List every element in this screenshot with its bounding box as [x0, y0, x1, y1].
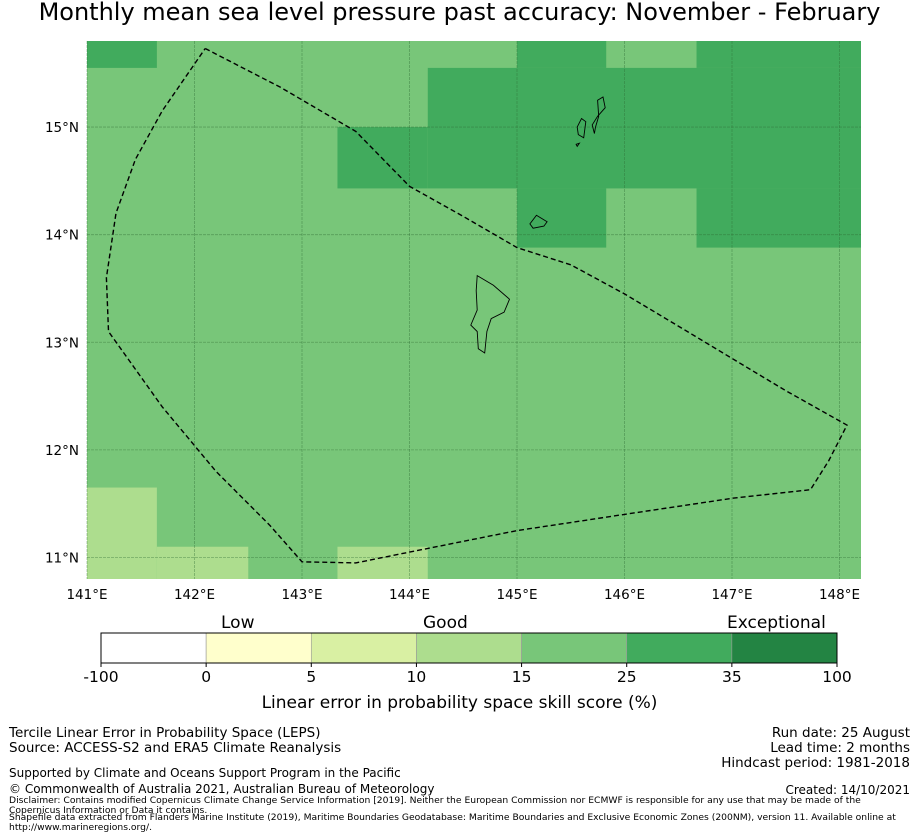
footer-hindcast-period: Hindcast period: 1981-2018 [721, 755, 910, 771]
lon-tick-label: 144°E [389, 587, 430, 603]
island-outline [591, 96, 606, 134]
category-label-exceptional: Exceptional [727, 613, 826, 633]
skill-cell [696, 41, 861, 68]
lon-tick-label: 145°E [496, 587, 537, 603]
footer-run-date: Run date: 25 August [771, 725, 910, 741]
colorbar-tick-label: 35 [722, 668, 742, 686]
colorbar-tick-label: 10 [407, 668, 427, 686]
lon-tick-label: 148°E [819, 587, 860, 603]
colorbar-tick-label: 100 [822, 668, 852, 686]
lat-tick-label: 14°N [45, 228, 79, 244]
footer-disclaimer-2: Copernicus Information or Data it contai… [9, 805, 208, 816]
footer-disclaimer-3: Shapefile data extracted from Flanders M… [9, 812, 896, 823]
island-outlines [470, 96, 606, 354]
footer-method: Tercile Linear Error in Probability Spac… [9, 725, 321, 741]
lon-tick-label: 146°E [604, 587, 645, 603]
footer-disclaimer-1: Disclaimer: Contains modified Copernicus… [9, 795, 861, 806]
footer-lead-time: Lead time: 2 months [770, 740, 910, 756]
skill-cells [87, 41, 861, 579]
colorbar-tick-label: 0 [201, 668, 211, 686]
eez-boundary [105, 47, 848, 564]
map-gridlines [86, 41, 861, 579]
skill-cell [337, 127, 428, 189]
colorbar-swatch [205, 632, 312, 664]
lat-tick-label: 12°N [45, 443, 79, 459]
skill-cell [156, 546, 249, 579]
lat-tick-label: 11°N [45, 550, 79, 566]
axis-tick-labels: 141°E 142°E 143°E 144°E 145°E 146°E 147°E 148°E… [45, 120, 860, 603]
category-label-low: Low [221, 613, 255, 633]
footer-disclaimer-4: http://www.marineregions.org/. [9, 822, 152, 833]
category-label-good: Good [423, 613, 468, 633]
skill-cell [427, 67, 861, 189]
lat-tick-label: 13°N [45, 335, 79, 351]
chart-title: Monthly mean sea level pressure past acc… [38, 0, 881, 26]
skill-cell [517, 188, 607, 248]
colorbar-tick-label: -100 [83, 668, 118, 686]
lon-tick-label: 147°E [711, 587, 752, 603]
lon-tick-label: 141°E [66, 587, 107, 603]
lon-tick-label: 142°E [174, 587, 215, 603]
island-outline [575, 142, 581, 148]
colorbar-frame [100, 632, 838, 664]
colorbar-tick-label: 25 [617, 668, 637, 686]
footer-copyright: © Commonwealth of Australia 2021, Austra… [9, 782, 435, 796]
skill-map: 141°E 142°E 143°E 144°E 145°E 146°E 147°E 148°E… [45, 41, 861, 686]
colorbar-swatch [731, 632, 838, 664]
island-outline [576, 117, 587, 139]
footer-created: Created: 14/10/2021 [785, 783, 910, 797]
colorbar-swatch [416, 632, 522, 664]
colorbar: -100 0 5 10 15 25 35 100 [83, 632, 852, 686]
colorbar-swatch [310, 632, 417, 664]
colorbar-tick-label: 5 [306, 668, 316, 686]
lon-tick-label: 143°E [281, 587, 322, 603]
footer-supported: Supported by Climate and Oceans Support … [9, 766, 401, 780]
skill-cell [517, 41, 607, 68]
colorbar-axis-label: Linear error in probability space skill … [261, 693, 658, 713]
skill-cell [696, 188, 861, 248]
colorbar-swatch [521, 632, 628, 664]
colorbar-swatch [626, 632, 733, 664]
colorbar-tick-label: 15 [512, 668, 532, 686]
skill-cell [87, 487, 157, 579]
colorbar-swatch [100, 632, 207, 664]
island-outline [470, 274, 511, 354]
skill-cell [87, 41, 157, 68]
island-outline [529, 214, 548, 229]
footer-source: Source: ACCESS-S2 and ERA5 Climate Reana… [9, 740, 342, 756]
lat-tick-label: 15°N [45, 120, 79, 136]
